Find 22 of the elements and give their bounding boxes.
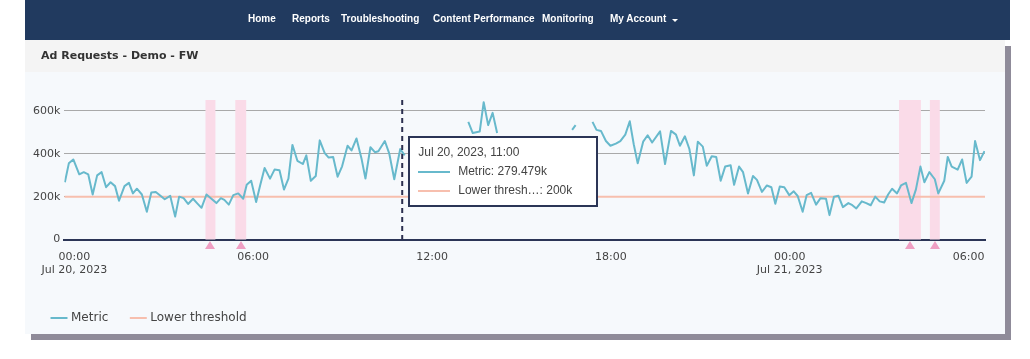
annotation: Lower thresh…: 200k	[457, 182, 574, 199]
x-tick-label: 00:00 Jul 21, 2023	[755, 250, 823, 277]
x-tick-label: 18:00	[595, 250, 627, 264]
legend-label: Metric	[71, 310, 109, 325]
text: Monitoring	[542, 13, 594, 24]
text: My Account	[610, 13, 667, 24]
text: Content Performance	[433, 13, 535, 24]
x-tick-label: 06:00	[237, 250, 270, 264]
y-tick-label: 0	[53, 232, 61, 246]
x-tick-label: 12:00	[416, 250, 448, 264]
x-tick-label: 00:00 Jul 20, 2023	[40, 250, 108, 277]
legend-label: Lower threshold	[150, 310, 247, 325]
y-tick-label: 600k	[32, 103, 61, 117]
text: Reports	[292, 13, 330, 24]
chart-title: Ad Requests - Demo - FW	[25, 40, 1005, 72]
text: Troubleshooting	[341, 13, 420, 24]
x-tick-label: 06:00	[952, 250, 985, 264]
y-tick-label: 400k	[32, 146, 61, 160]
y-tick-label: 200k	[32, 189, 61, 203]
annotation: Metric: 279.479k	[457, 163, 548, 180]
text: Home	[248, 13, 276, 24]
annotation: Jul 20, 2023, 11:00	[418, 144, 521, 161]
